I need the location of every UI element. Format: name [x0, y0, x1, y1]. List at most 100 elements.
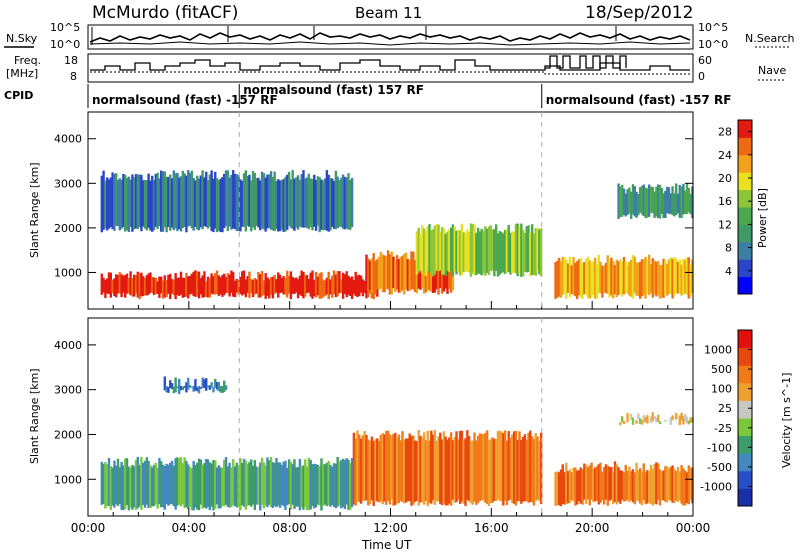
- velocity-data-cell: [359, 438, 363, 504]
- velocity-data-cell: [613, 461, 617, 503]
- velocity-data-cell: [653, 463, 656, 504]
- power-data-cell: [489, 225, 492, 272]
- velocity-data-cell: [217, 465, 221, 509]
- velocity-data-cell: [280, 465, 284, 505]
- power-data-cell: [286, 174, 289, 230]
- power-data-cell: [633, 256, 636, 293]
- velocity-ytick-label: 2000: [54, 428, 82, 441]
- power-data-cell: [116, 274, 120, 294]
- power-data-cell: [145, 180, 149, 231]
- velocity-data-cell: [223, 459, 226, 507]
- velocity-data-cell: [178, 458, 181, 505]
- velocity-data-cell: [287, 459, 291, 505]
- velocity-data-cell: [557, 472, 561, 506]
- power-data-cell: [419, 233, 422, 271]
- power-data-cell: [403, 253, 406, 295]
- power-data-cell: [262, 173, 266, 230]
- power-data-cell: [442, 261, 446, 292]
- power-data-cell: [140, 272, 143, 297]
- power-data-cell: [185, 272, 188, 297]
- power-data-cell: [431, 229, 435, 277]
- colorbar-swatch: [738, 453, 752, 472]
- power-panel: 1000 2000 3000 4000: [54, 111, 694, 310]
- colorbar-swatch: [738, 120, 752, 138]
- power-data-cell: [620, 261, 624, 297]
- power-data-cell: [165, 176, 168, 233]
- power-data-cell: [588, 260, 591, 299]
- power-data-cell: [682, 183, 685, 215]
- velocity-data-cell: [642, 415, 645, 424]
- power-data-cell: [446, 231, 449, 271]
- power-data-cell: [671, 258, 674, 299]
- velocity-data-cell: [611, 472, 615, 505]
- power-data-cell: [169, 174, 172, 231]
- power-data-cell: [428, 256, 431, 291]
- power-data-cell: [356, 275, 359, 298]
- velocity-data-cell: [358, 434, 361, 502]
- power-data-cell: [323, 280, 327, 296]
- velocity-data-cell: [350, 458, 354, 508]
- velocity-data-cell: [167, 464, 170, 506]
- velocity-data-cell: [181, 386, 185, 390]
- power-data-cell: [649, 264, 653, 294]
- power-data-cell: [147, 273, 150, 295]
- velocity-data-cell: [626, 412, 629, 423]
- power-data-cell: [158, 178, 161, 226]
- power-data-cell: [206, 276, 210, 298]
- power-data-cell: [318, 177, 321, 233]
- power-data-cell: [349, 179, 352, 230]
- power-data-cell: [305, 275, 309, 294]
- power-data-cell: [163, 171, 167, 228]
- power-data-cell: [448, 229, 451, 272]
- time-tick-label: 00:00: [71, 521, 106, 535]
- velocity-data-cell: [507, 431, 510, 501]
- velocity-data-cell: [538, 440, 541, 501]
- power-data-cell: [302, 170, 305, 228]
- power-data-cell: [385, 256, 388, 290]
- velocity-data-cell: [302, 465, 305, 510]
- velocity-data-cell: [331, 466, 334, 506]
- velocity-data-cell: [458, 431, 462, 504]
- power-data-cell: [669, 193, 672, 214]
- velocity-data-cell: [691, 417, 694, 423]
- velocity-data-cell: [332, 463, 336, 507]
- power-data-cell: [167, 274, 170, 294]
- power-data-cell: [460, 223, 464, 276]
- velocity-data-cell: [597, 464, 600, 505]
- power-data-cell: [300, 270, 303, 297]
- power-data-cell: [140, 174, 143, 232]
- colorbar-swatch: [738, 276, 752, 295]
- power-data-cell: [437, 224, 440, 272]
- power-data-cell: [104, 180, 107, 229]
- velocity-data-cell: [361, 435, 365, 501]
- power-data-cell: [422, 228, 426, 273]
- power-data-cell: [269, 277, 273, 295]
- velocity-data-cell: [165, 463, 168, 505]
- power-data-cell: [154, 173, 158, 227]
- velocity-data-cell: [570, 472, 573, 501]
- colorbar-swatch: [738, 207, 752, 225]
- velocity-data-cell: [426, 430, 429, 507]
- power-data-cell: [363, 280, 366, 294]
- power-data-cell: [345, 271, 348, 298]
- power-data-cell: [296, 279, 300, 299]
- power-data-cell: [662, 193, 665, 219]
- colorbar-swatch: [738, 365, 752, 384]
- power-data-cell: [631, 184, 635, 215]
- power-data-cell: [170, 178, 174, 228]
- power-data-cell: [383, 255, 386, 293]
- power-data-cell: [320, 179, 323, 230]
- power-data-cell: [358, 274, 361, 296]
- power-data-cell: [246, 276, 249, 293]
- power-data-cell: [599, 261, 602, 294]
- power-data-cell: [111, 279, 114, 294]
- velocity-data-cell: [169, 462, 172, 505]
- power-data-cell: [440, 257, 444, 294]
- power-data-cell: [118, 272, 122, 294]
- velocity-data-cell: [338, 461, 341, 506]
- power-data-cell: [480, 228, 483, 276]
- velocity-data-cell: [593, 467, 597, 502]
- velocity-data-cell: [147, 460, 150, 508]
- power-data-cell: [179, 176, 183, 232]
- velocity-data-cell: [228, 462, 231, 508]
